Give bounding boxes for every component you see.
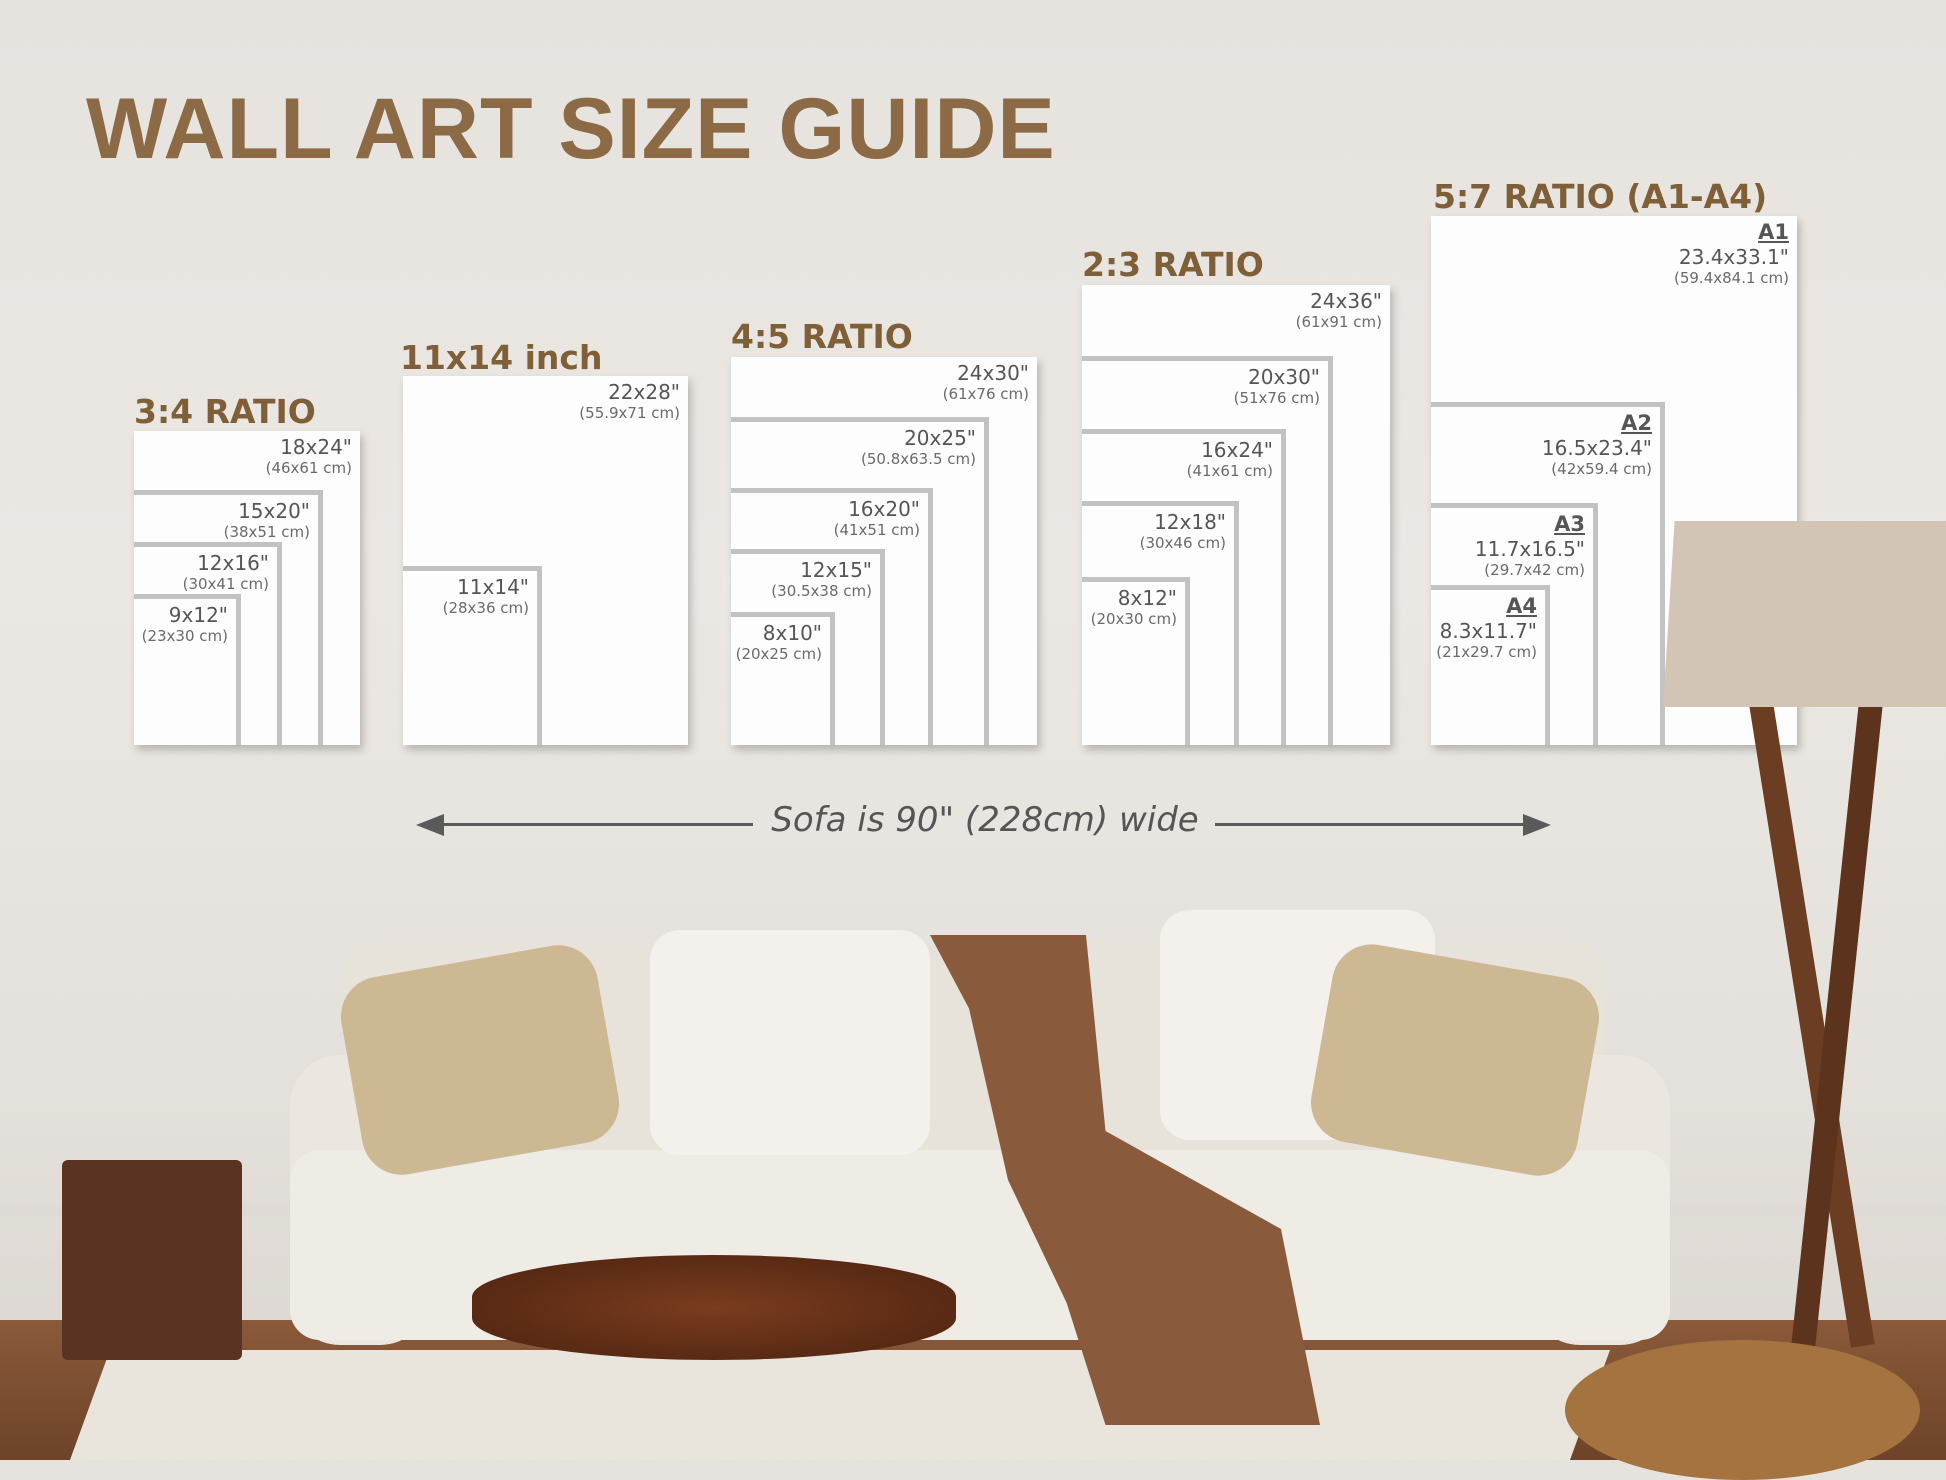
size-inch: 8x10" — [762, 621, 822, 645]
frame-8x12: 8x12" (20x30 cm) — [1082, 577, 1190, 745]
arrow-left-head-icon — [416, 814, 444, 836]
size-inch: 8.3x11.7" — [1439, 619, 1537, 644]
frame-22x28: 22x28" (55.9x71 cm) 11x14" (28x36 cm) — [403, 376, 688, 745]
section-title-11x14: 11x14 inch — [400, 338, 603, 377]
size-inch: 16x20" — [848, 497, 920, 521]
frame-11x14: 11x14" (28x36 cm) — [403, 566, 542, 745]
size-cm: (61x91 cm) — [1295, 313, 1382, 331]
size-cm: (55.9x71 cm) — [579, 404, 680, 422]
size-cm: (61x76 cm) — [942, 385, 1029, 403]
frame-9x12: 9x12" (23x30 cm) — [134, 594, 241, 745]
size-inch: 20x30" — [1248, 365, 1320, 389]
size-inch: 18x24" — [280, 435, 352, 459]
size-cm: (50.8x63.5 cm) — [860, 450, 976, 468]
size-inch: 11.7x16.5" — [1474, 537, 1585, 562]
frame-a1: A1 23.4x33.1" (59.4x84.1 cm) A2 16.5x23.4"(… — [1431, 216, 1797, 745]
size-cm: (21x29.7 cm) — [1436, 643, 1537, 662]
size-inch: 16x24" — [1201, 438, 1273, 462]
frame-8x10: 8x10" (20x25 cm) — [731, 612, 835, 745]
size-inch: 11x14" — [457, 575, 529, 599]
frame-a4: A4 8.3x11.7" (21x29.7 cm) — [1431, 585, 1550, 745]
frame-18x24: 18x24" (46x61 cm) 15x20" (38x51 cm) 12x16"… — [134, 431, 360, 745]
size-inch: 12x15" — [800, 558, 872, 582]
frame-24x36: 24x36" (61x91 cm) 20x30" (51x76 cm) 16x24"… — [1082, 285, 1390, 745]
section-title-4-5: 4:5 RATIO — [731, 317, 913, 356]
size-name: A3 — [1554, 512, 1585, 536]
size-name: A2 — [1621, 411, 1652, 435]
size-inch: 12x16" — [197, 551, 269, 575]
size-cm: (42x59.4 cm) — [1551, 460, 1652, 479]
section-title-2-3: 2:3 RATIO — [1082, 245, 1264, 284]
size-cm: (30x41 cm) — [182, 575, 269, 593]
size-cm: (41x61 cm) — [1186, 462, 1273, 480]
lamp-shade — [1663, 521, 1946, 707]
size-inch: 16.5x23.4" — [1541, 436, 1652, 461]
size-name: A4 — [1506, 594, 1537, 618]
size-cm: (51x76 cm) — [1233, 389, 1320, 407]
size-inch: 9x12" — [168, 603, 228, 627]
page-title: WALL ART SIZE GUIDE — [86, 81, 1056, 177]
size-inch: 20x25" — [904, 426, 976, 450]
size-cm: (28x36 cm) — [442, 599, 529, 617]
size-cm: (29.7x42 cm) — [1484, 561, 1585, 580]
frame-24x30: 24x30" (61x76 cm) 20x25" (50.8x63.5 cm) 16… — [731, 357, 1037, 745]
size-inch: 24x30" — [957, 361, 1029, 385]
size-inch: 22x28" — [608, 380, 680, 404]
size-cm: (41x51 cm) — [833, 521, 920, 539]
size-inch: 24x36" — [1310, 289, 1382, 313]
coffee-table — [472, 1255, 956, 1360]
sofa-width-note: Sofa is 90" (228cm) wide — [771, 800, 1199, 840]
size-inch: 8x12" — [1117, 586, 1177, 610]
size-cm: (23x30 cm) — [141, 627, 228, 645]
arrow-left — [430, 823, 753, 826]
rug — [69, 1350, 1611, 1460]
size-inch: 15x20" — [238, 499, 310, 523]
size-cm: (59.4x84.1 cm) — [1673, 269, 1789, 288]
pouf — [1565, 1340, 1920, 1480]
section-title-3-4: 3:4 RATIO — [134, 392, 316, 431]
size-cm: (30x46 cm) — [1139, 534, 1226, 552]
size-cm: (30.5x38 cm) — [771, 582, 872, 600]
size-name: A1 — [1758, 220, 1789, 244]
arrow-right — [1215, 823, 1537, 826]
section-title-5-7: 5:7 RATIO (A1-A4) — [1433, 177, 1768, 216]
size-cm: (38x51 cm) — [223, 523, 310, 541]
magazine-rack — [62, 1160, 242, 1360]
size-inch: 12x18" — [1154, 510, 1226, 534]
size-cm: (20x25 cm) — [735, 645, 822, 663]
size-cm: (46x61 cm) — [265, 459, 352, 477]
size-inch: 23.4x33.1" — [1678, 245, 1789, 270]
size-cm: (20x30 cm) — [1090, 610, 1177, 628]
pillow — [650, 930, 930, 1155]
arrow-right-head-icon — [1523, 814, 1551, 836]
